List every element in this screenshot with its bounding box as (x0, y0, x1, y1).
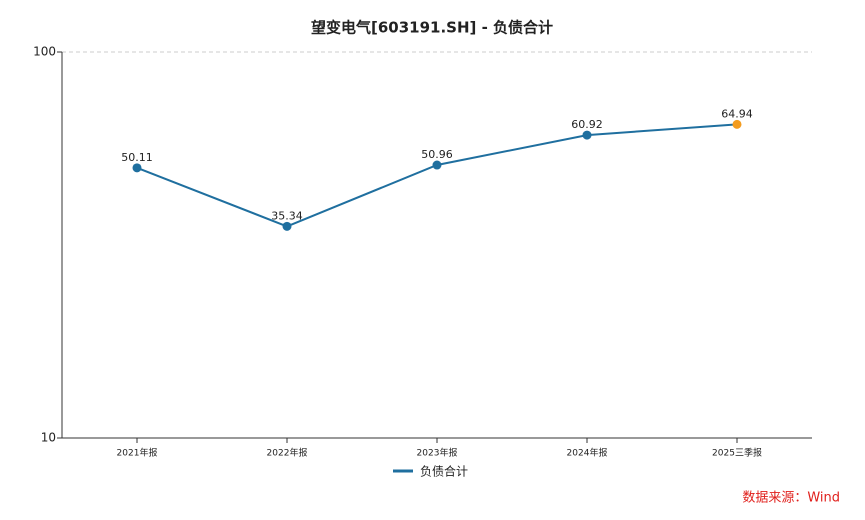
data-label: 64.94 (721, 107, 753, 120)
data-label: 50.11 (121, 151, 153, 164)
point (582, 130, 592, 140)
y-tick-label: 100 (33, 45, 56, 59)
line (136, 123, 738, 228)
x-tick-label: 2025三季报 (712, 447, 762, 459)
source: 数据来源：Wind (742, 491, 840, 506)
x-tick-label: 2021年报 (117, 447, 158, 459)
point (132, 163, 142, 173)
point (432, 160, 442, 170)
legend-label: 负债合计 (420, 464, 468, 479)
data-label: 50.96 (421, 148, 453, 161)
point (732, 119, 742, 129)
data-label: 35.34 (271, 209, 303, 222)
x-tick-label: 2022年报 (267, 447, 308, 459)
data-label: 60.92 (571, 118, 603, 131)
x-tick-label: 2023年报 (417, 447, 458, 459)
chart-title: 望变电气[603191.SH] - 负债合计 (311, 19, 553, 37)
x-tick-label: 2024年报 (567, 447, 608, 459)
point (282, 221, 292, 231)
y-tick-label: 10 (41, 431, 56, 445)
